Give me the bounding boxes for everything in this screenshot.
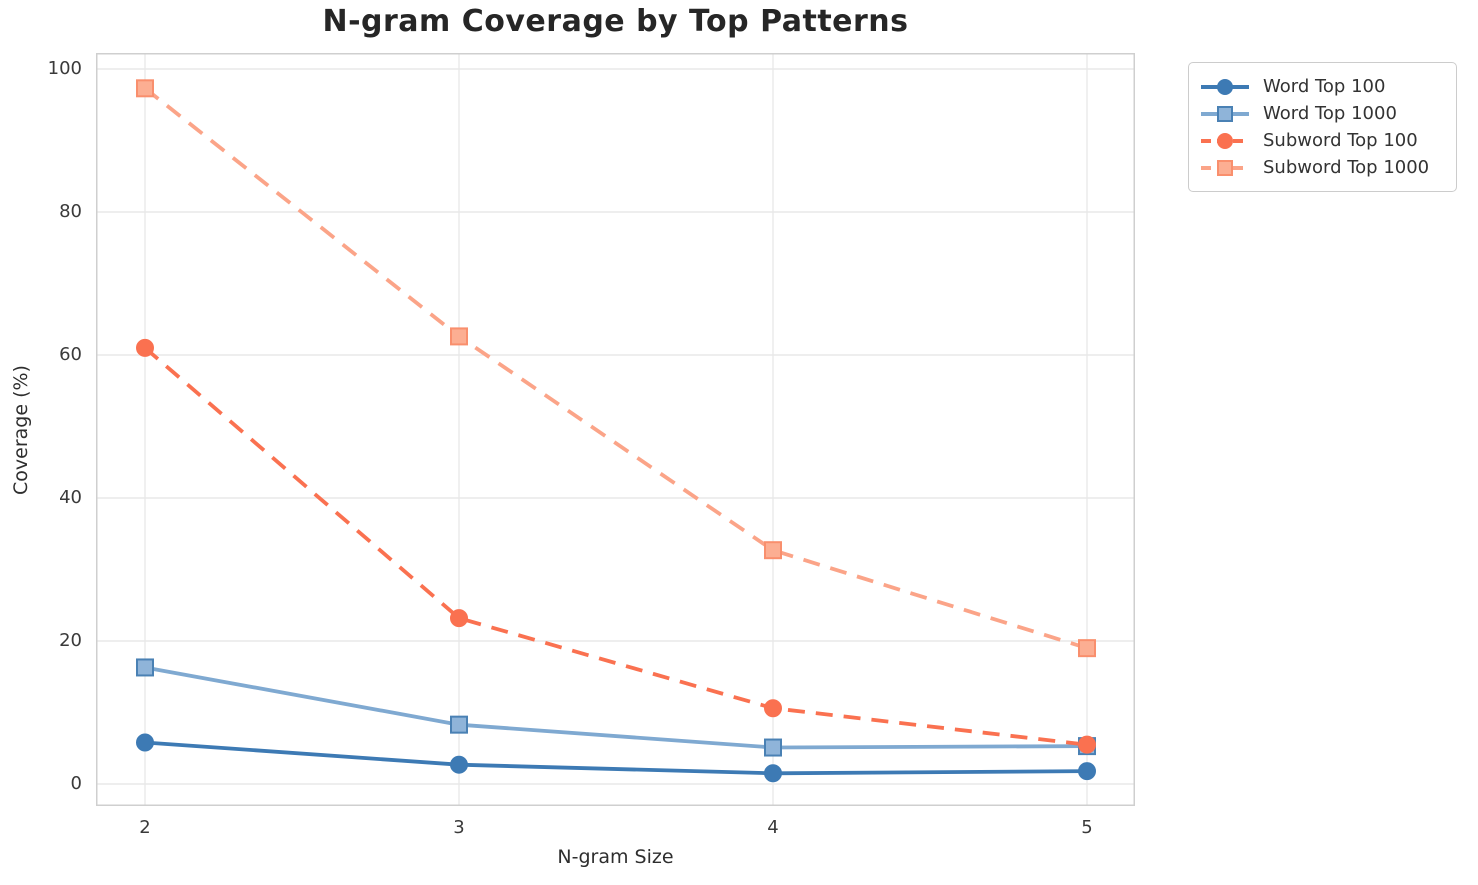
y-tick-label: 40 <box>59 487 82 508</box>
legend-swatch-canvas <box>1201 78 1249 95</box>
x-tick-label: 2 <box>139 817 151 838</box>
legend-swatch-canvas <box>1201 159 1249 176</box>
plot-canvas <box>96 53 1135 806</box>
data-point-square <box>136 79 154 98</box>
data-point-square <box>136 658 154 677</box>
legend-label: Word Top 1000 <box>1263 103 1397 124</box>
data-point-circle <box>1078 735 1096 754</box>
y-tick-label: 60 <box>59 344 82 365</box>
plot-border <box>96 53 1135 806</box>
series-line <box>144 740 1088 776</box>
legend: Word Top 100 Word Top 1000 Subword Top 1… <box>1188 62 1457 192</box>
legend-label: Subword Top 100 <box>1263 130 1418 151</box>
data-point-circle <box>450 755 468 774</box>
legend-label: Subword Top 1000 <box>1263 157 1430 178</box>
legend-item-subword-top-100: Subword Top 100 <box>1201 127 1444 154</box>
legend-swatch-canvas <box>1201 105 1249 122</box>
data-point-square <box>764 738 782 757</box>
x-tick-label: 4 <box>767 817 779 838</box>
series-line <box>144 665 1088 750</box>
legend-line-square-swatch <box>1201 103 1249 125</box>
y-tick-label: 20 <box>59 630 82 651</box>
y-tick-label: 80 <box>59 201 82 222</box>
plot-area <box>96 53 1135 806</box>
series-line <box>143 86 1088 650</box>
data-point-circle <box>136 338 154 357</box>
data-point-square <box>764 541 782 560</box>
x-axis-label: N-gram Size <box>557 846 674 868</box>
legend-dashed-line-circle-swatch <box>1201 130 1249 152</box>
legend-label: Word Top 100 <box>1263 76 1386 97</box>
data-point-square <box>450 327 468 346</box>
legend-dashed-line-square-swatch <box>1201 157 1249 179</box>
data-point-square <box>1078 639 1096 658</box>
data-point-circle <box>450 609 468 628</box>
legend-item-word-top-1000: Word Top 1000 <box>1201 100 1444 127</box>
legend-swatch-square <box>1217 159 1233 176</box>
legend-swatch-square <box>1217 105 1233 122</box>
data-point-circle <box>1078 762 1096 781</box>
data-point-circle <box>764 764 782 783</box>
data-point-square <box>450 715 468 734</box>
legend-swatch-circle <box>1217 78 1233 95</box>
legend-item-word-top-100: Word Top 100 <box>1201 73 1444 100</box>
data-point-circle <box>764 699 782 718</box>
series-line <box>143 346 1088 747</box>
legend-swatch-canvas <box>1201 132 1249 149</box>
legend-line-circle-swatch <box>1201 76 1249 98</box>
legend-swatch-circle <box>1217 132 1233 149</box>
data-point-circle <box>136 733 154 752</box>
x-tick-label: 5 <box>1081 817 1093 838</box>
y-axis-label: Coverage (%) <box>10 365 32 495</box>
y-tick-label: 0 <box>70 773 82 794</box>
x-tick-label: 3 <box>453 817 465 838</box>
y-tick-label: 100 <box>47 58 82 79</box>
legend-item-subword-top-1000: Subword Top 1000 <box>1201 154 1444 181</box>
chart-title: N-gram Coverage by Top Patterns <box>322 4 909 39</box>
